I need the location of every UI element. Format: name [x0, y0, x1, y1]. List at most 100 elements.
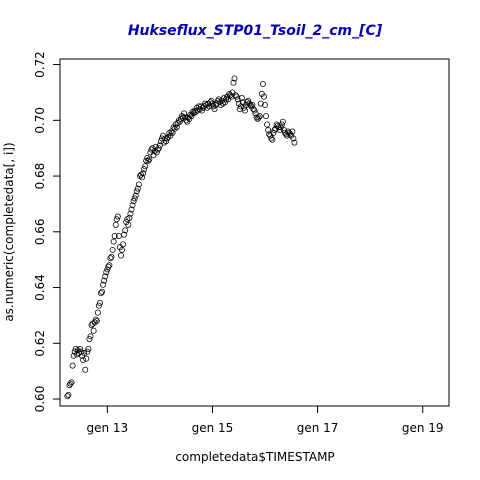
data-point: [100, 281, 107, 288]
data-point: [263, 113, 270, 120]
y-tick-label-0: 0.60: [33, 386, 47, 413]
data-point: [65, 391, 72, 398]
data-point: [247, 102, 254, 108]
data-point: [132, 192, 139, 199]
data-point: [84, 348, 91, 355]
y-tick-label-3: 0.66: [33, 218, 47, 245]
data-point: [276, 127, 283, 134]
data-point: [143, 157, 150, 164]
data-point: [112, 221, 119, 228]
data-point: [127, 210, 134, 217]
y-tick-label-4: 0.68: [33, 163, 47, 190]
data-point: [85, 345, 92, 352]
data-point: [113, 216, 120, 223]
data-point: [119, 246, 126, 253]
data-point: [181, 110, 188, 117]
data-point: [81, 350, 88, 357]
y-tick-label-1: 0.62: [33, 330, 47, 357]
data-point: [233, 93, 240, 100]
data-point: [236, 106, 243, 113]
data-point: [249, 102, 256, 108]
data-point: [69, 362, 76, 369]
data-point: [80, 357, 87, 363]
data-point: [103, 269, 110, 276]
data-point: [102, 273, 109, 280]
data-point: [278, 121, 285, 128]
data-point: [77, 345, 83, 352]
data-point: [255, 114, 262, 121]
data-point: [291, 139, 298, 146]
y-axis-title: as.numeric(completedata[, i]): [2, 142, 16, 321]
data-point: [111, 233, 118, 239]
data-point: [262, 102, 268, 108]
data-point: [257, 100, 264, 107]
data-point: [67, 380, 74, 387]
data-point: [139, 174, 145, 181]
data-point: [131, 195, 138, 202]
y-tick-label-5: 0.70: [33, 107, 47, 134]
data-point: [94, 309, 101, 316]
data-point: [176, 118, 183, 125]
data-point: [290, 135, 297, 142]
x-tick-label-2: gen 17: [297, 421, 339, 435]
data-point: [106, 262, 113, 269]
data-point: [289, 128, 296, 135]
data-point: [208, 97, 215, 104]
data-point: [120, 241, 127, 248]
data-point: [82, 366, 89, 373]
data-point: [256, 113, 263, 120]
y-tick-label-2: 0.64: [33, 274, 47, 301]
data-point: [135, 181, 142, 188]
data-point: [231, 75, 238, 82]
data-point: [109, 246, 116, 253]
plot-frame: [59, 58, 450, 407]
x-axis-title: completedata$TIMESTAMP: [175, 450, 334, 464]
data-point: [252, 110, 259, 117]
data-point: [130, 198, 137, 205]
points-layer: [64, 75, 298, 400]
data-point: [173, 124, 180, 131]
data-point: [234, 96, 241, 103]
data-point: [156, 142, 163, 149]
data-point: [122, 227, 129, 234]
data-point: [87, 333, 94, 340]
data-point: [93, 318, 100, 324]
data-point: [140, 170, 147, 177]
data-point: [92, 316, 99, 323]
data-point: [110, 238, 117, 245]
data-point: [264, 121, 271, 128]
data-point: [209, 100, 216, 107]
chart-title: Hukseflux_STP01_Tsoil_2_cm_[C]: [128, 23, 383, 39]
data-point: [148, 146, 155, 153]
data-point: [105, 263, 112, 270]
data-point: [230, 79, 237, 86]
data-point: [118, 252, 124, 259]
data-point: [68, 379, 75, 386]
data-point: [146, 156, 153, 163]
data-point: [253, 114, 260, 121]
data-point: [129, 202, 136, 209]
data-point: [133, 188, 140, 195]
data-point: [95, 302, 102, 309]
data-point: [268, 135, 275, 142]
data-point: [260, 93, 267, 100]
x-axis: gen 13 gen 15 gen 17 gen 19: [86, 406, 444, 435]
data-point: [265, 127, 272, 134]
data-point: [211, 106, 218, 113]
data-point: [259, 81, 266, 88]
data-point: [134, 185, 141, 192]
x-tick-label-0: gen 13: [86, 421, 128, 435]
data-point: [115, 233, 122, 239]
y-axis: 0.60 0.62 0.64 0.66 0.68 0.70 0.72: [33, 51, 60, 412]
data-point: [155, 145, 162, 152]
data-point: [108, 253, 115, 260]
data-point: [101, 277, 108, 284]
data-point: [251, 107, 258, 114]
data-point: [242, 107, 249, 114]
data-point: [98, 290, 104, 297]
data-point: [99, 288, 106, 295]
data-point: [215, 96, 222, 103]
data-point: [238, 95, 245, 101]
x-tick-label-1: gen 15: [192, 421, 234, 435]
